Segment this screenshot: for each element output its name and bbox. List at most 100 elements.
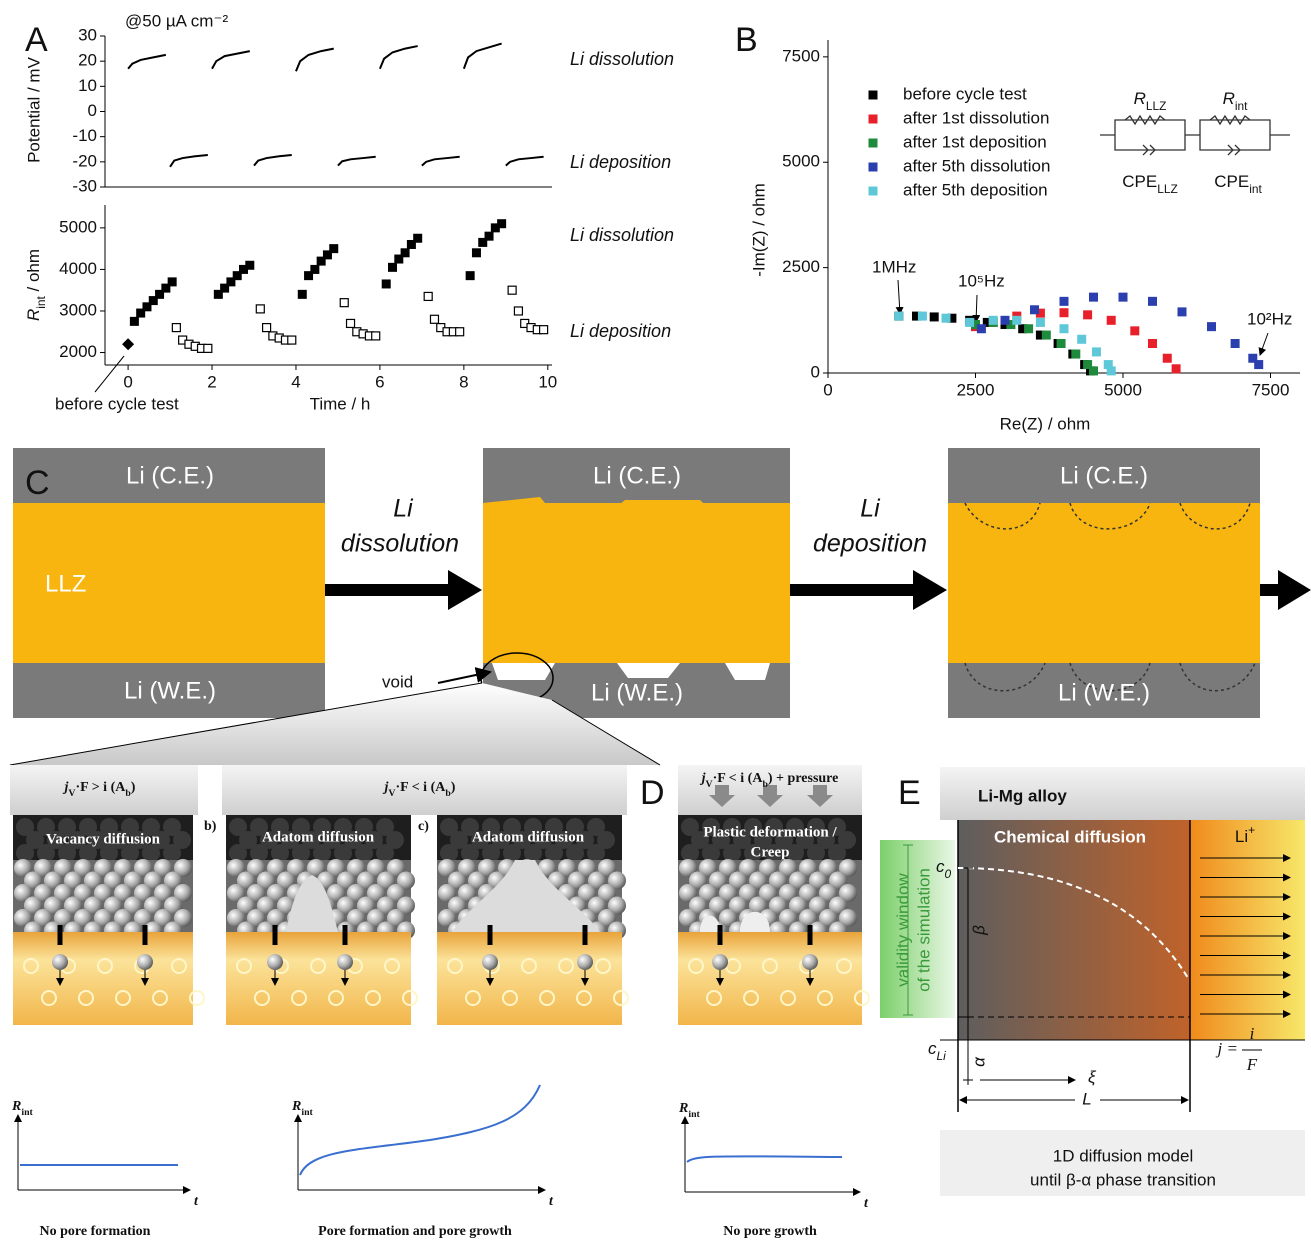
atom <box>461 844 479 862</box>
electrode-label: Li (W.E.) <box>1058 679 1150 706</box>
marker <box>1001 316 1010 325</box>
trend-curve <box>687 1156 842 1162</box>
electrode-label: Li (C.E.) <box>1060 462 1148 489</box>
marker <box>869 187 878 196</box>
legend-label: after 1st deposition <box>903 132 1047 151</box>
label-part: V <box>388 788 395 799</box>
marker <box>466 271 475 280</box>
label-part: int <box>301 1107 313 1118</box>
marker <box>263 324 271 332</box>
circuit-label: RLLZ <box>1134 89 1167 113</box>
marker <box>456 328 464 336</box>
ion <box>267 954 283 970</box>
phase-label: β <box>969 925 988 936</box>
sketch-y-label: Rint <box>291 1099 314 1118</box>
marker <box>172 324 180 332</box>
y-tick-label: 7500 <box>782 46 820 65</box>
marker <box>1077 335 1086 344</box>
marker <box>514 307 522 315</box>
marker <box>930 312 939 321</box>
y-tick-label: 30 <box>78 25 97 44</box>
marker <box>424 292 432 300</box>
ion <box>802 954 818 970</box>
marker <box>256 305 264 313</box>
current-label: i <box>1250 1024 1255 1043</box>
x-tick-label: 4 <box>291 372 300 391</box>
label-part: LLZ <box>1146 99 1167 113</box>
marker <box>1148 297 1157 306</box>
circuit-label: CPELLZ <box>1122 172 1177 196</box>
label-part: CPE <box>1214 172 1249 191</box>
model-label: 1D diffusion model <box>1053 1146 1194 1165</box>
electrode-label: Li (W.E.) <box>591 679 683 706</box>
label-part: ·F < i (A <box>713 771 764 786</box>
y-tick-label: 0 <box>811 362 820 381</box>
label-part: ·F < i (A <box>396 780 447 795</box>
process-label: Plastic deformation / <box>703 824 837 840</box>
y-tick-label: -30 <box>72 176 97 195</box>
marker <box>329 244 338 253</box>
validity-label: validity window <box>893 873 912 987</box>
marker <box>382 279 391 288</box>
label-part: ) + pressure <box>768 771 838 786</box>
x-tick-label: 8 <box>459 372 468 391</box>
arrow <box>976 295 977 322</box>
ion <box>337 954 353 970</box>
marker <box>340 299 348 307</box>
x-tick-label: 0 <box>823 380 832 399</box>
sketch-x-label: t <box>549 1194 554 1209</box>
marker <box>869 139 878 148</box>
electrode-label: Li (C.E.) <box>593 462 681 489</box>
marker <box>1231 339 1240 348</box>
annotation: 10²Hz <box>1247 309 1292 328</box>
y-tick-label: -20 <box>72 151 97 170</box>
marker <box>1057 339 1066 348</box>
data-line <box>128 44 544 167</box>
y-tick-label: 2000 <box>59 342 97 361</box>
marker <box>298 290 307 299</box>
panel-label: B <box>735 21 758 59</box>
x-tick-label: 6 <box>375 372 384 391</box>
electrolyte <box>226 932 411 1025</box>
y-tick-label: 5000 <box>59 217 97 236</box>
marker <box>1178 307 1187 316</box>
electrolyte <box>678 932 862 1025</box>
label-part: R <box>1134 89 1146 108</box>
electrode-label: Li (W.E.) <box>124 677 216 704</box>
marker <box>1030 305 1039 314</box>
ion <box>712 954 728 970</box>
marker <box>918 312 927 321</box>
marker <box>1254 360 1263 369</box>
legend-label: after 5th dissolution <box>903 156 1050 175</box>
y-tick-label: 3000 <box>59 300 97 319</box>
marker <box>869 163 878 172</box>
marker <box>485 232 494 241</box>
marker <box>1060 297 1069 306</box>
void-label: void <box>382 672 413 691</box>
annotation: Li dissolution <box>570 49 674 69</box>
marker <box>401 248 410 257</box>
circuit-label: CPEint <box>1214 172 1262 196</box>
sketch-y-label: Rint <box>11 1099 34 1118</box>
figure: A @50 µA cm⁻² Potential / mV Li dissolut… <box>0 0 1311 1242</box>
marker <box>1036 318 1045 327</box>
step-label: deposition <box>813 530 927 558</box>
trend-curve <box>300 1085 540 1175</box>
label-part: V <box>68 788 75 799</box>
x-axis-label: Re(Z) / ohm <box>1000 414 1091 433</box>
y-axis-label: -Im(Z) / ohm <box>749 183 768 277</box>
sketch-x-label: t <box>194 1194 199 1209</box>
header: Li-Mg alloy <box>978 786 1067 805</box>
region-label: Chemical diffusion <box>994 827 1146 846</box>
marker <box>1092 347 1101 356</box>
annotation: Li deposition <box>570 152 671 172</box>
circuit <box>1100 116 1290 155</box>
marker <box>508 286 516 294</box>
label-part: V <box>706 779 713 790</box>
marker <box>1107 366 1116 375</box>
marker <box>977 324 986 333</box>
label-part: int <box>34 296 48 309</box>
electrolyte-label: LLZ <box>45 570 86 597</box>
coordinate-label: ξ <box>1088 1067 1097 1086</box>
marker <box>1024 324 1033 333</box>
